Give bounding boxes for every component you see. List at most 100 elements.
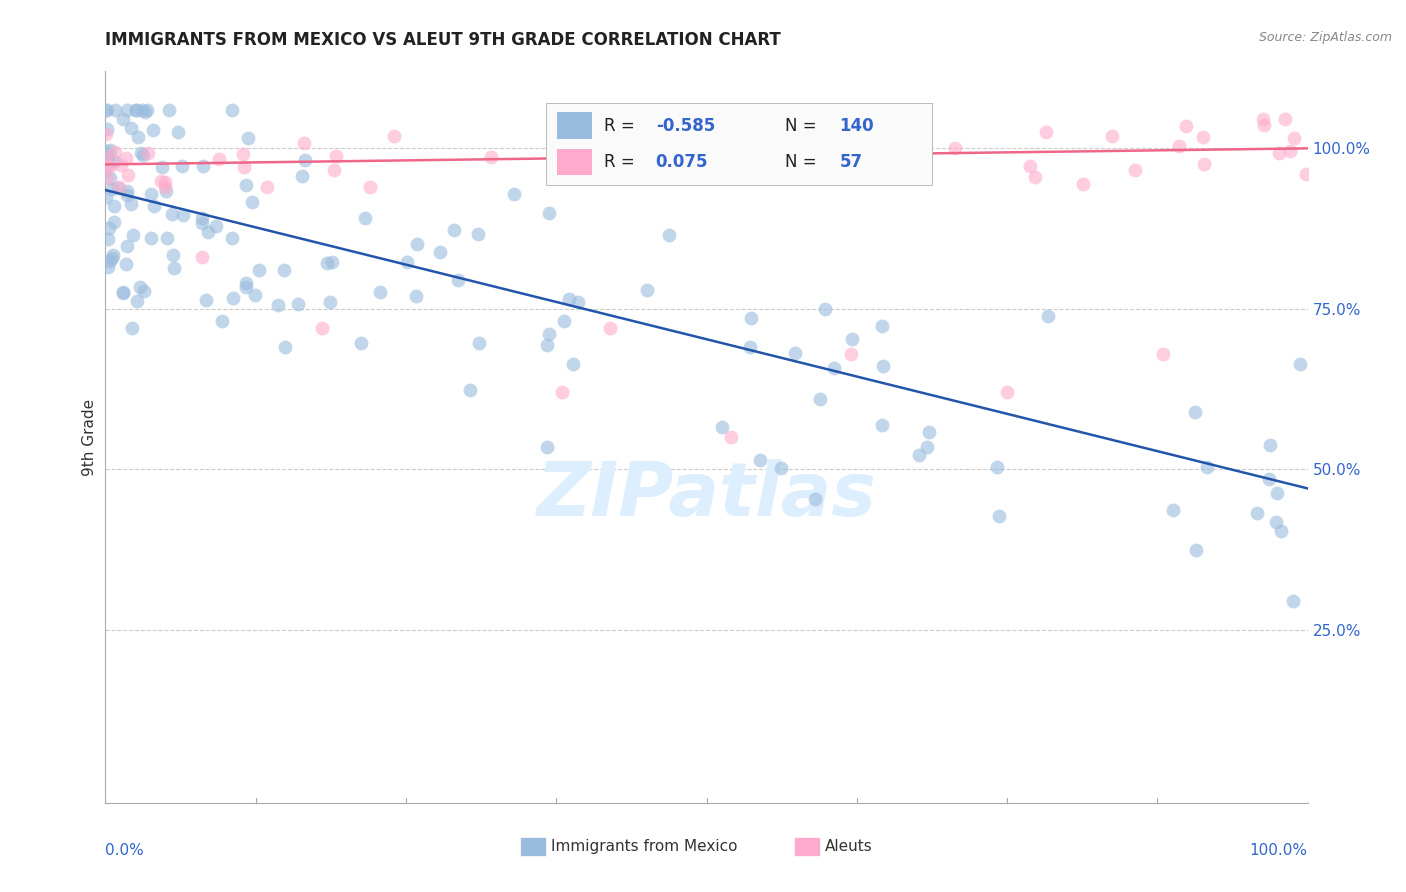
Text: -0.585: -0.585 [655,117,716,135]
Point [131,103,153,117]
Point [323,162,346,177]
Point [115,103,138,117]
Point [139,231,162,245]
Point [167,125,190,139]
Point [710,419,733,434]
Point [636,283,658,297]
Point [915,440,938,454]
Point [236,130,259,145]
Point [142,123,165,137]
Point [155,185,177,199]
Point [395,255,418,269]
Point [194,293,217,307]
Point [1295,167,1317,181]
Point [918,425,941,440]
Point [98,159,121,173]
Point [153,175,176,189]
Point [1185,542,1208,557]
Point [115,257,138,271]
Point [479,150,502,164]
Point [108,179,131,194]
Point [294,153,316,168]
Point [679,155,702,169]
Point [205,219,228,233]
Text: 100.0%: 100.0% [1250,843,1308,858]
Point [245,288,267,302]
Point [143,199,166,213]
Point [720,430,742,444]
Point [368,285,391,300]
Point [98,171,121,186]
Point [315,255,337,269]
Point [208,153,231,167]
Point [98,221,121,235]
Point [94,150,117,164]
Point [247,262,270,277]
Point [132,148,155,162]
Text: ZIPatlas: ZIPatlas [537,459,876,533]
Point [221,230,243,244]
Point [160,207,183,221]
Point [98,143,121,157]
Point [536,440,558,454]
Point [1258,437,1281,451]
Text: 57: 57 [839,153,862,170]
Point [121,320,143,334]
Point [1167,139,1189,153]
Point [783,346,806,360]
Point [1035,125,1057,139]
Point [233,160,256,174]
Point [325,149,347,163]
Point [94,103,117,117]
Point [551,385,574,400]
Point [1289,357,1312,371]
Point [115,151,138,165]
Point [103,199,125,213]
Point [359,179,381,194]
Point [1163,503,1185,517]
Text: Immigrants from Mexico: Immigrants from Mexico [551,839,738,854]
Point [235,280,257,294]
Point [853,143,876,157]
Point [232,146,254,161]
Point [1270,524,1292,538]
Point [103,215,125,229]
Point [129,146,152,161]
Point [101,251,124,265]
Point [468,336,491,351]
Point [134,105,156,120]
Point [1282,130,1305,145]
Point [111,285,134,300]
Point [139,186,162,201]
Point [136,145,159,160]
Point [170,159,193,173]
Text: 0.075: 0.075 [655,153,709,170]
Point [1279,144,1302,158]
Point [734,157,756,171]
Point [97,158,120,172]
Point [1071,178,1094,192]
Point [1253,112,1275,127]
Point [127,294,149,309]
Point [235,178,257,192]
Point [553,314,575,328]
Point [190,251,212,265]
Point [1265,486,1288,500]
Point [870,319,893,334]
Text: R =: R = [603,153,634,170]
Point [153,179,176,194]
Text: Source: ZipAtlas.com: Source: ZipAtlas.com [1258,31,1392,45]
Point [115,239,138,253]
Point [117,168,139,182]
Point [172,208,194,222]
Point [1253,118,1275,132]
Point [558,292,581,306]
Point [112,285,135,299]
Point [110,158,132,172]
Point [849,148,872,162]
Point [1024,169,1046,184]
Point [96,122,118,136]
Point [127,130,149,145]
Point [291,169,314,184]
Point [443,223,465,237]
